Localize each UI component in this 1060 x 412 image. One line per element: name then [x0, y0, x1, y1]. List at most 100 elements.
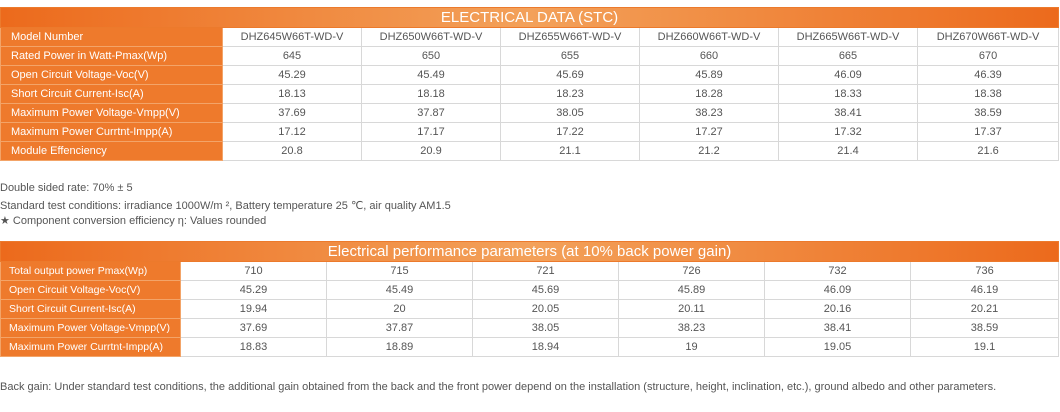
cell-value: 17.37 — [916, 122, 1060, 142]
cell-value: 20.21 — [909, 299, 1060, 319]
cell-value: 37.69 — [180, 318, 327, 338]
vmpp-row: Maximum Power Voltage-Vmpp(V) 37.69 37.8… — [0, 103, 1060, 123]
cell-value: 17.32 — [778, 122, 918, 142]
row-label: Maximum Power Voltage-Vmpp(V) — [0, 318, 181, 338]
cell-value: 46.39 — [916, 65, 1060, 85]
cell-value: 45.89 — [618, 280, 765, 300]
cell-value: 38.59 — [916, 103, 1060, 123]
cell-value: 37.69 — [222, 103, 362, 123]
performance-title: Electrical performance parameters (at 10… — [0, 241, 1060, 262]
model-name: DHZ660W66T-WD-V — [639, 27, 779, 47]
cell-value: 21.4 — [778, 141, 918, 161]
cell-value: 650 — [361, 46, 501, 66]
cell-value: 45.69 — [500, 65, 640, 85]
row-label: Open Circuit Voltage-Voc(V) — [0, 280, 181, 300]
cell-value: 20.8 — [222, 141, 362, 161]
isc-row: Short Circuit Current-Isc(A) 18.13 18.18… — [0, 84, 1060, 104]
rated-power-row: Rated Power in Watt-Pmax(Wp) 645 650 655… — [0, 46, 1060, 66]
cell-value: 45.29 — [222, 65, 362, 85]
cell-value: 38.59 — [909, 318, 1060, 338]
cell-value: 19.05 — [764, 337, 911, 357]
cell-value: 18.18 — [361, 84, 501, 104]
cell-value: 20.16 — [764, 299, 911, 319]
cell-value: 19 — [618, 337, 765, 357]
row-label: Maximum Power Currtnt-Impp(A) — [0, 337, 181, 357]
cell-value: 45.29 — [180, 280, 327, 300]
total-output-row: Total output power Pmax(Wp) 710 715 721 … — [0, 261, 1060, 281]
cell-value: 19.94 — [180, 299, 327, 319]
cell-value: 18.89 — [326, 337, 473, 357]
cell-value: 20 — [326, 299, 473, 319]
cell-value: 710 — [180, 261, 327, 281]
model-name: DHZ670W66T-WD-V — [916, 27, 1060, 47]
cell-value: 37.87 — [361, 103, 501, 123]
cell-value: 660 — [639, 46, 779, 66]
vmpp-row: Maximum Power Voltage-Vmpp(V) 37.69 37.8… — [0, 318, 1060, 338]
impp-row: Maximum Power Currtnt-Impp(A) 17.12 17.1… — [0, 122, 1060, 142]
performance-table: Electrical performance parameters (at 10… — [0, 241, 1060, 357]
row-label: Total output power Pmax(Wp) — [0, 261, 181, 281]
model-name: DHZ665W66T-WD-V — [778, 27, 918, 47]
cell-value: 20.11 — [618, 299, 765, 319]
electrical-data-title: ELECTRICAL DATA (STC) — [0, 7, 1060, 28]
voc-row: Open Circuit Voltage-Voc(V) 45.29 45.49 … — [0, 280, 1060, 300]
efficiency-note: ★ Component conversion efficiency η: Val… — [0, 215, 267, 227]
cell-value: 38.41 — [764, 318, 911, 338]
cell-value: 45.49 — [326, 280, 473, 300]
isc-row: Short Circuit Current-Isc(A) 19.94 20 20… — [0, 299, 1060, 319]
cell-value: 665 — [778, 46, 918, 66]
cell-value: 20.9 — [361, 141, 501, 161]
cell-value: 18.94 — [472, 337, 619, 357]
cell-value: 726 — [618, 261, 765, 281]
cell-value: 645 — [222, 46, 362, 66]
cell-value: 46.19 — [909, 280, 1060, 300]
row-label: Maximum Power Voltage-Vmpp(V) — [0, 103, 223, 123]
module-efficiency-row: Module Effenciency 20.8 20.9 21.1 21.2 2… — [0, 141, 1060, 161]
cell-value: 20.05 — [472, 299, 619, 319]
cell-value: 732 — [764, 261, 911, 281]
model-name: DHZ650W66T-WD-V — [361, 27, 501, 47]
cell-value: 18.23 — [500, 84, 640, 104]
row-label: Short Circuit Current-Isc(A) — [0, 84, 223, 104]
double-sided-note: Double sided rate: 70% ± 5 — [0, 182, 133, 194]
row-label: Open Circuit Voltage-Voc(V) — [0, 65, 223, 85]
cell-value: 18.38 — [916, 84, 1060, 104]
cell-value: 18.28 — [639, 84, 779, 104]
cell-value: 38.05 — [472, 318, 619, 338]
cell-value: 46.09 — [778, 65, 918, 85]
cell-value: 21.1 — [500, 141, 640, 161]
voc-row: Open Circuit Voltage-Voc(V) 45.29 45.49 … — [0, 65, 1060, 85]
model-name: DHZ655W66T-WD-V — [500, 27, 640, 47]
cell-value: 38.23 — [639, 103, 779, 123]
model-number-label: Model Number — [0, 27, 223, 47]
cell-value: 721 — [472, 261, 619, 281]
row-label: Maximum Power Currtnt-Impp(A) — [0, 122, 223, 142]
cell-value: 38.23 — [618, 318, 765, 338]
cell-value: 18.83 — [180, 337, 327, 357]
cell-value: 21.6 — [916, 141, 1060, 161]
model-name: DHZ645W66T-WD-V — [222, 27, 362, 47]
cell-value: 17.12 — [222, 122, 362, 142]
cell-value: 655 — [500, 46, 640, 66]
cell-value: 38.41 — [778, 103, 918, 123]
cell-value: 46.09 — [764, 280, 911, 300]
row-label: Module Effenciency — [0, 141, 223, 161]
impp-row: Maximum Power Currtnt-Impp(A) 18.83 18.8… — [0, 337, 1060, 357]
row-label: Short Circuit Current-Isc(A) — [0, 299, 181, 319]
stc-note: Standard test conditions: irradiance 100… — [0, 200, 451, 212]
cell-value: 17.17 — [361, 122, 501, 142]
cell-value: 21.2 — [639, 141, 779, 161]
cell-value: 19.1 — [909, 337, 1060, 357]
cell-value: 45.69 — [472, 280, 619, 300]
cell-value: 45.49 — [361, 65, 501, 85]
cell-value: 45.89 — [639, 65, 779, 85]
back-gain-note: Back gain: Under standard test condition… — [0, 381, 997, 393]
cell-value: 736 — [909, 261, 1060, 281]
cell-value: 17.22 — [500, 122, 640, 142]
cell-value: 715 — [326, 261, 473, 281]
cell-value: 18.13 — [222, 84, 362, 104]
electrical-data-table: ELECTRICAL DATA (STC) Model Number DHZ64… — [0, 7, 1060, 161]
cell-value: 17.27 — [639, 122, 779, 142]
row-label: Rated Power in Watt-Pmax(Wp) — [0, 46, 223, 66]
cell-value: 37.87 — [326, 318, 473, 338]
